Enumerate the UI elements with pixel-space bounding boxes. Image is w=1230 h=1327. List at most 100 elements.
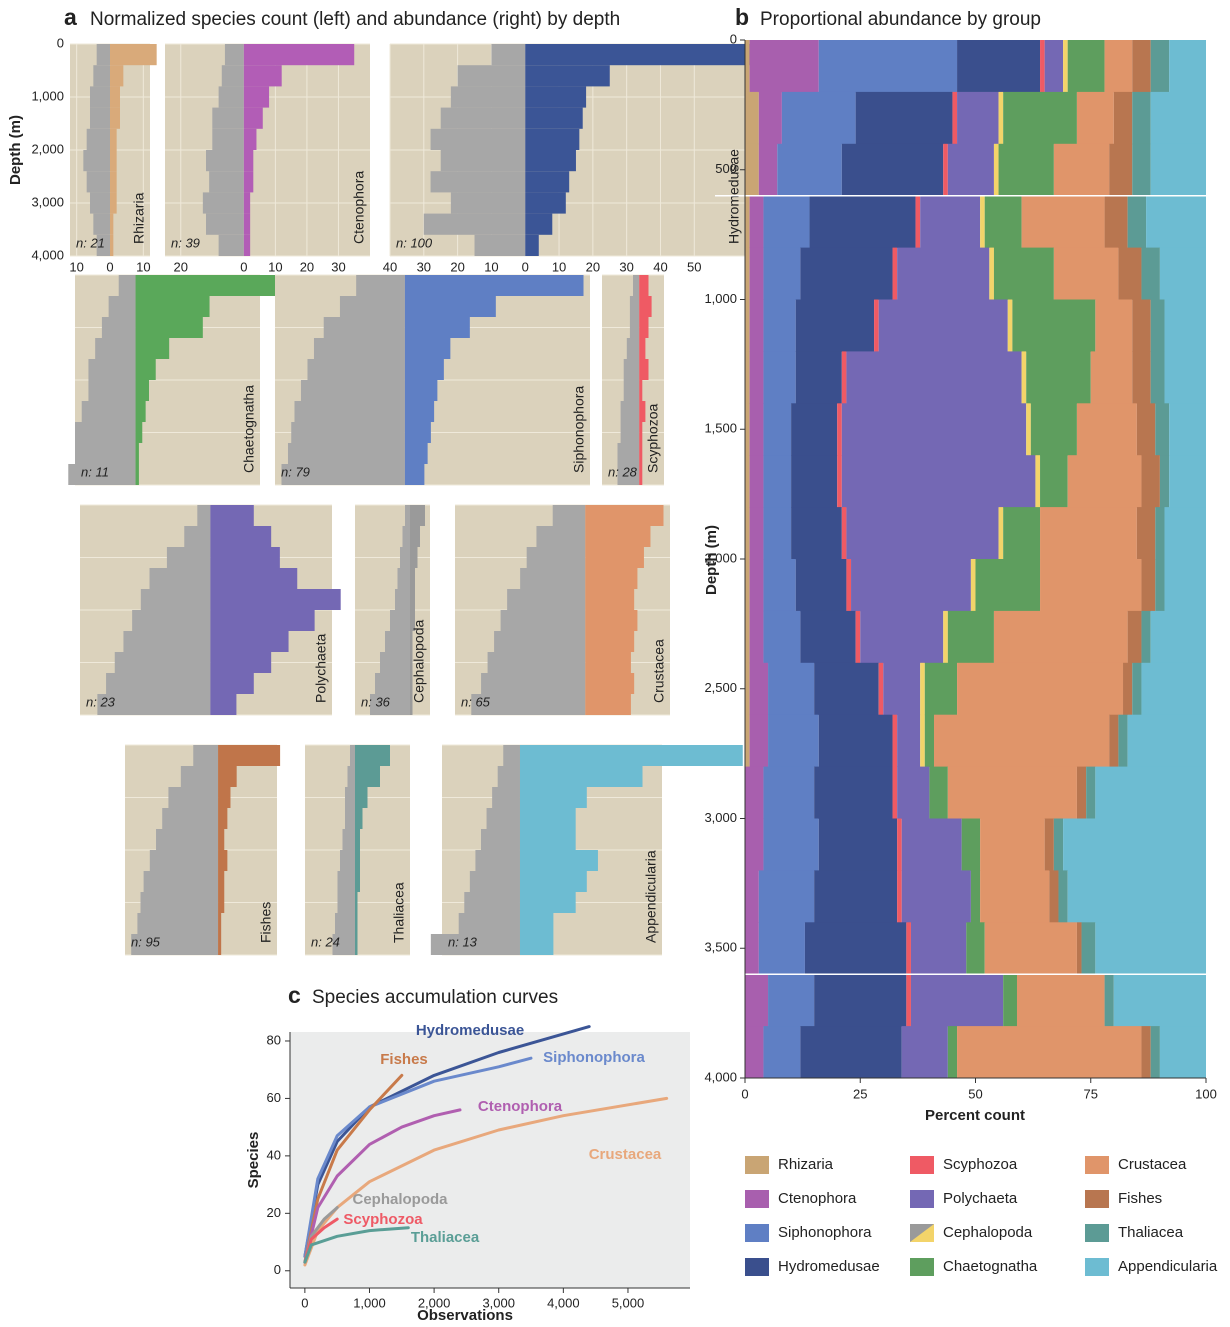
stack-segment — [1165, 559, 1206, 611]
species-bar — [481, 829, 520, 850]
stack-segment — [745, 559, 750, 611]
abundance-bar — [110, 192, 117, 213]
stack-segment — [1128, 611, 1142, 663]
stack-segment — [842, 455, 1036, 507]
stack-segment — [745, 248, 750, 300]
species-bar — [93, 214, 110, 235]
stack-segment — [1132, 663, 1141, 715]
species-bar — [441, 150, 526, 171]
species-bar — [88, 380, 135, 401]
y-tick-label: 2,000 — [31, 141, 64, 156]
stack-segment — [763, 507, 791, 559]
x-tick-label: 10 — [552, 259, 566, 274]
group-label: Rhizaria — [131, 192, 147, 244]
stack-segment — [999, 92, 1004, 144]
abundance-bar — [136, 338, 170, 359]
abundance-bar — [210, 505, 253, 526]
abundance-bar — [525, 44, 755, 65]
stack-segment — [897, 767, 929, 819]
stack-segment — [745, 663, 750, 715]
curve-label: Hydromedusae — [416, 1022, 524, 1039]
stack-segment — [745, 300, 750, 352]
y-tick-label: 3,500 — [704, 940, 737, 955]
abundance-bar — [525, 235, 539, 256]
stack-segment — [1128, 715, 1206, 767]
stack-segment — [1155, 559, 1164, 611]
stack-segment — [943, 144, 948, 196]
stack-segment — [1054, 144, 1109, 196]
x-tick-label: 20 — [174, 259, 188, 274]
curve-label: Thaliacea — [411, 1229, 480, 1246]
x-tick-label: 50 — [687, 259, 701, 274]
group-label: Cephalopoda — [411, 619, 427, 703]
stack-segment — [800, 1026, 901, 1078]
species-bar — [400, 547, 410, 568]
stack-segment — [1160, 1026, 1206, 1078]
x-tick-label: 75 — [1084, 1086, 1098, 1101]
species-bar — [356, 275, 405, 296]
x-tick-label: 10 — [484, 259, 498, 274]
stack-segment — [750, 40, 819, 92]
stack-segment — [906, 974, 911, 1026]
stack-segment — [842, 403, 1026, 455]
stack-segment — [948, 1026, 957, 1078]
stack-segment — [763, 196, 809, 248]
species-bar — [90, 192, 110, 213]
species-bar — [109, 296, 136, 317]
n-label: n: 21 — [76, 235, 105, 250]
abundance-bar — [639, 317, 648, 338]
abundance-bar — [110, 150, 117, 171]
abundance-bar — [355, 892, 358, 913]
abundance-bar — [244, 214, 250, 235]
stack-segment — [1169, 455, 1206, 507]
abundance-bar — [410, 505, 425, 526]
n-label: n: 79 — [281, 464, 310, 479]
stack-segment — [763, 767, 814, 819]
species-bar — [375, 673, 410, 694]
stack-segment — [897, 248, 989, 300]
stack-segment — [763, 611, 800, 663]
species-bar — [431, 129, 526, 150]
abundance-bar — [136, 422, 143, 443]
abundance-bar — [525, 86, 586, 107]
species-bar — [222, 65, 244, 86]
abundance-bar — [210, 526, 271, 547]
stack-segment — [763, 559, 795, 611]
stack-segment — [1045, 819, 1054, 871]
y-tick-label: 1,000 — [704, 291, 737, 306]
species-bar — [314, 338, 405, 359]
stack-segment — [1160, 248, 1206, 300]
x-tick-label: 0 — [240, 259, 247, 274]
panel-letter: a — [64, 4, 77, 30]
stack-segment — [842, 144, 943, 196]
stack-segment — [800, 248, 892, 300]
species-bar — [294, 401, 404, 422]
stack-segment — [1137, 403, 1155, 455]
abundance-bar — [585, 610, 637, 631]
stack-segment — [1082, 922, 1096, 974]
stack-segment — [980, 870, 1049, 922]
abundance-bar — [244, 192, 250, 213]
x-tick-label: 5,000 — [612, 1295, 645, 1310]
stack-segment — [1077, 767, 1086, 819]
abundance-bar — [405, 464, 424, 485]
stack-segment — [745, 403, 750, 455]
stack-segment — [1031, 403, 1077, 455]
species-bar — [338, 892, 356, 913]
stack-segment — [763, 819, 818, 871]
species-bar — [87, 129, 110, 150]
abundance-bar — [136, 443, 139, 464]
stack-segment — [1132, 351, 1150, 403]
y-tick-label: 2,000 — [704, 550, 737, 565]
abundance-bar — [210, 589, 340, 610]
stack-segment — [768, 974, 814, 1026]
abundance-bar — [218, 850, 227, 871]
stack-segment — [980, 196, 985, 248]
stack-segment — [920, 196, 980, 248]
x-tick-label: 2,000 — [418, 1295, 451, 1310]
abundance-bar — [585, 694, 631, 715]
stack-segment — [768, 715, 819, 767]
stack-segment — [1105, 40, 1133, 92]
stack-segment — [846, 507, 998, 559]
stack-segment — [1095, 300, 1132, 352]
